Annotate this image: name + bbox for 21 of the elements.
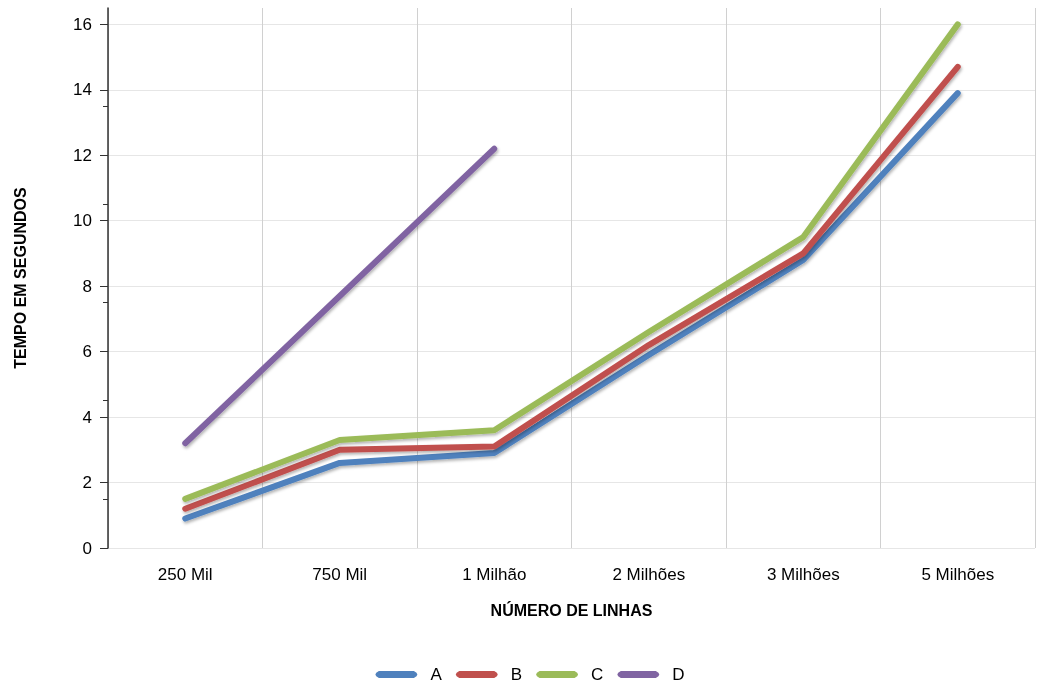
- x-tick-label: 5 Milhões: [921, 565, 995, 584]
- y-axis-title: TEMPO EM SEGUNDOS: [11, 187, 29, 369]
- y-tick-label: 6: [82, 342, 92, 362]
- x-tick-label: 3 Milhões: [766, 565, 840, 584]
- x-tick-label: 750 Mil: [312, 565, 368, 584]
- legend-label: C: [591, 665, 604, 684]
- legend-label: B: [510, 665, 523, 684]
- y-tick-label: 4: [82, 407, 92, 427]
- legend-label: A: [430, 665, 443, 684]
- y-tick-label: 2: [82, 473, 92, 493]
- y-tick-label: 12: [73, 145, 92, 165]
- x-tick-label: 1 Milhão: [462, 565, 527, 584]
- x-axis-title: NÚMERO DE LINHAS: [490, 600, 653, 619]
- y-tick-label: 14: [73, 80, 92, 100]
- y-tick-label: 10: [73, 211, 92, 231]
- x-tick-label: 250 Mil: [157, 565, 213, 584]
- y-tick-label: 0: [82, 538, 92, 558]
- legend-label: D: [672, 665, 685, 684]
- x-tick-label: 2 Milhões: [612, 565, 686, 584]
- y-tick-label: 16: [73, 14, 92, 34]
- y-tick-label: 8: [82, 276, 92, 296]
